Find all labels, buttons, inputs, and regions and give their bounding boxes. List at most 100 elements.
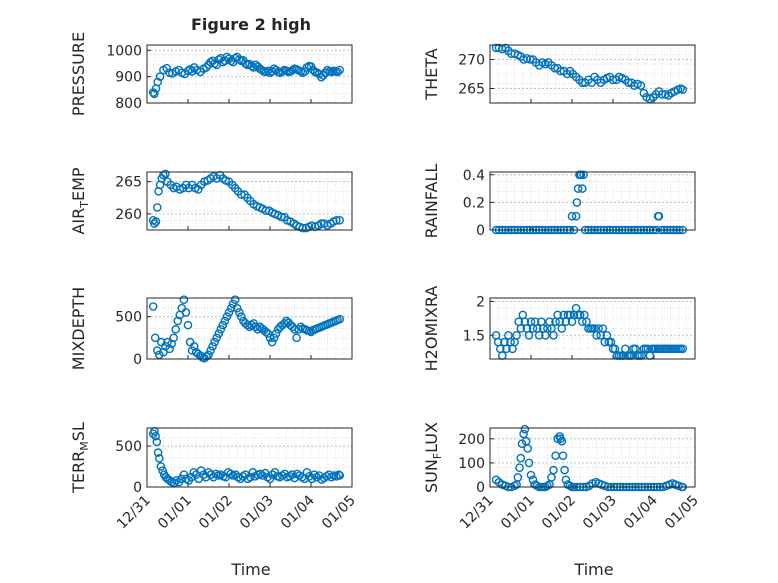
data-point [230,295,240,305]
data-point [234,55,244,64]
data-point [253,324,263,334]
data-point [512,330,521,340]
axes-box [146,44,353,104]
data-point [153,448,163,457]
data-point [516,324,526,333]
data-point [579,170,588,180]
data-point [277,67,287,76]
data-point [657,90,667,99]
y-tick-label: 270 [458,53,485,69]
data-point [174,65,184,75]
subplot-theta: 265 270 THETA [422,43,696,104]
subplot-pressure: 800 900 1000 PRESSURE [69,32,353,116]
data-point [526,470,536,480]
data-point [571,211,581,221]
data-point [202,63,211,72]
data-point [263,329,273,338]
subplot-air-temp: 260 265 AIRTEMP [69,167,353,235]
data-point [151,431,160,441]
data-point [245,472,255,482]
data-point [265,333,275,343]
y-tick-label: 500 [115,310,142,326]
y-axis-label: TERRMSL [69,422,91,494]
y-axis-label: PRESSURE [69,32,88,116]
data-point [502,344,511,354]
data-point [193,185,203,194]
data-point [218,320,228,330]
data-point [208,341,217,351]
data-point [560,465,569,475]
data-point [513,473,523,482]
data-point [572,198,582,207]
y-tick-label: 1.5 [463,328,485,344]
data-point [249,63,258,72]
data-point [257,65,267,75]
data-point [271,329,281,338]
data-point [636,81,646,90]
data-point [247,61,256,71]
subplot-rainfall: 0 0.2 0.4 RAINFALL [422,164,696,239]
y-tick-label: 0 [476,480,485,496]
data-point [179,295,189,305]
y-axis-label: AIRTEMP [69,167,91,234]
data-point [491,43,501,53]
data-point [549,465,558,475]
data-point [524,330,534,340]
data-point [567,211,577,221]
y-tick-label: 800 [115,96,142,112]
data-point [334,470,344,480]
data-point [268,470,277,480]
axes-box [489,297,696,360]
y-tick-label: 200 [458,432,485,448]
y-axis-label: MIXDEPTH [69,287,88,370]
y-tick-label: 265 [458,82,485,98]
data-point [323,65,332,75]
y-tick-label: 260 [115,207,142,223]
data-point [220,316,230,326]
axes-box [489,427,696,488]
data-point [516,453,526,463]
data-point [300,67,310,76]
data-point [158,466,167,475]
data-point [155,72,165,81]
data-point [573,184,583,193]
data-point [154,453,164,463]
y-tick-label: 500 [115,439,142,455]
subplot-h2omixra: 1.5 2 H2OMIXRA [422,286,696,372]
data-point [578,184,587,193]
data-point [161,169,170,179]
data-point [224,308,234,317]
data-point [181,308,191,317]
data-point [332,215,341,225]
axes-box [146,297,353,360]
data-point [335,65,345,75]
data-point [553,434,562,444]
data-point [557,436,567,446]
x-axis-label-left: Time [230,560,270,579]
y-axis-label: THETA [422,48,441,100]
y-tick-label: 2 [476,294,485,310]
data-point [232,303,242,313]
data-point [309,470,319,480]
data-point [148,302,158,311]
data-point [153,77,162,87]
data-point [678,344,688,354]
data-point [152,203,162,212]
data-point [520,424,530,434]
data-point [528,475,538,485]
y-tick-label: 0.2 [463,195,485,211]
data-point [298,223,308,233]
y-axis-label: H2OMIXRA [422,286,441,372]
data-point [534,330,544,340]
data-point [247,320,256,330]
data-point [151,217,161,226]
axes-box [146,171,353,231]
data-point [204,350,213,360]
data-point [212,333,221,343]
data-point [222,312,232,321]
data-point [251,322,260,332]
data-point [269,333,279,343]
data-point [210,337,219,347]
x-axis-label-right: Time [573,560,613,579]
